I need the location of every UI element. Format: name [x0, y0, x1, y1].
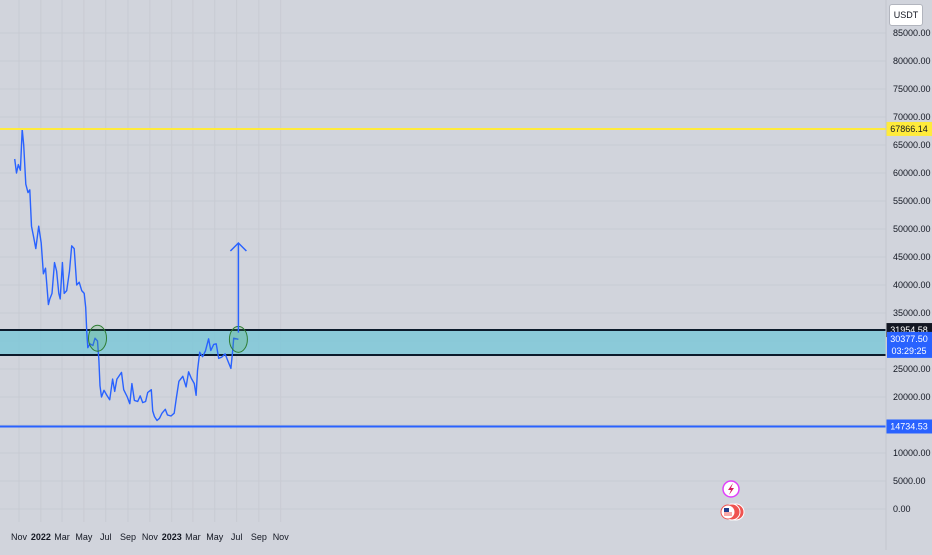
- level-label-support-box: [886, 419, 932, 434]
- x-tick-label: Jul: [100, 532, 112, 542]
- x-tick-label: Sep: [251, 532, 267, 542]
- support-zone[interactable]: [0, 330, 886, 355]
- x-tick-label: Nov: [142, 532, 159, 542]
- x-tick-label: Sep: [120, 532, 136, 542]
- y-tick-label: 35000.00: [893, 308, 931, 318]
- y-tick-label: 45000.00: [893, 252, 931, 262]
- zone-top-label: 31954.58: [890, 325, 928, 335]
- last-price-badge: [887, 331, 932, 358]
- level-label-top: 67866.14: [890, 124, 928, 134]
- level-label-top-box: [886, 121, 932, 136]
- x-tick-label: Mar: [185, 532, 201, 542]
- y-tick-label: 40000.00: [893, 280, 931, 290]
- y-tick-label: 50000.00: [893, 224, 931, 234]
- y-tick-label: 60000.00: [893, 168, 931, 178]
- last-price-label: 30377.50: [890, 334, 928, 344]
- x-tick-label: Jul: [231, 532, 243, 542]
- projection-arrowhead[interactable]: [229, 241, 247, 252]
- bar-countdown-label: 03:29:25: [891, 346, 926, 356]
- y-tick-label: 10000.00: [893, 448, 931, 458]
- y-tick-label: 85000.00: [893, 28, 931, 38]
- x-tick-label: May: [75, 532, 93, 542]
- x-tick-label: 2022: [31, 532, 51, 542]
- x-tick-label: Mar: [54, 532, 70, 542]
- x-tick-label: 2023: [162, 532, 182, 542]
- us-economic-events-icon[interactable]: [720, 503, 745, 521]
- y-tick-label: 20000.00: [893, 392, 931, 402]
- y-tick-label: 75000.00: [893, 84, 931, 94]
- price-series-line[interactable]: [14, 128, 239, 422]
- y-tick-label: 25000.00: [893, 364, 931, 374]
- x-tick-label: May: [206, 532, 224, 542]
- x-tick-label: Nov: [273, 532, 290, 542]
- y-tick-label: 55000.00: [893, 196, 931, 206]
- flash-event-icon[interactable]: [722, 480, 740, 498]
- x-tick-label: Nov: [11, 532, 28, 542]
- y-tick-label: 80000.00: [893, 56, 931, 66]
- y-tick-label: 65000.00: [893, 140, 931, 150]
- y-tick-label: 5000.00: [893, 476, 926, 486]
- marker-circle-breakdown[interactable]: [88, 324, 108, 352]
- y-tick-label: 70000.00: [893, 112, 931, 122]
- y-tick-label: 0.00: [893, 504, 911, 514]
- level-label-support: 14734.53: [890, 421, 928, 431]
- currency-selector[interactable]: USDT: [889, 4, 923, 26]
